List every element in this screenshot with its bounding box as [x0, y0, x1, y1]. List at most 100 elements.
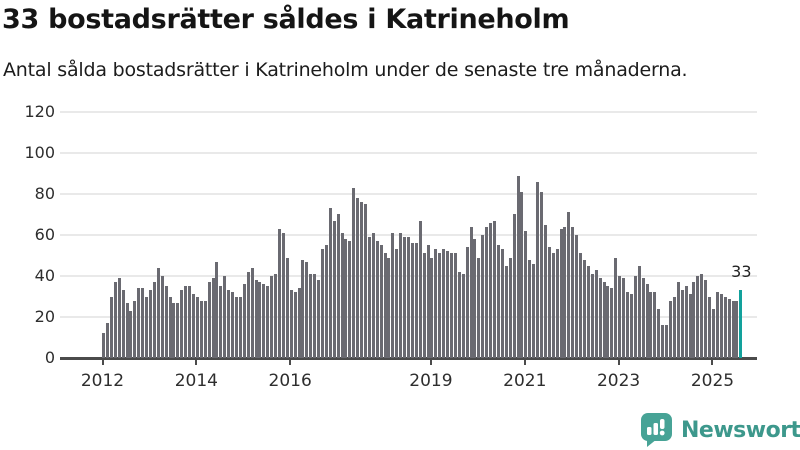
bar	[203, 301, 207, 358]
bar	[477, 258, 481, 358]
bar	[184, 286, 188, 358]
gridline	[60, 111, 757, 113]
bar	[708, 297, 712, 358]
bar	[594, 270, 598, 358]
bar	[426, 245, 430, 358]
bar	[305, 262, 309, 358]
bar	[367, 237, 371, 358]
bar	[508, 258, 512, 358]
bar	[418, 221, 422, 358]
bar	[622, 278, 625, 358]
bar	[191, 294, 195, 358]
bar	[629, 294, 633, 358]
bar	[633, 276, 637, 358]
bar	[512, 214, 516, 358]
bar	[407, 237, 410, 358]
bar	[688, 294, 692, 358]
newsworthy-logo-link[interactable]: Newsworthy	[640, 412, 800, 448]
bar	[704, 280, 708, 358]
bar	[156, 268, 160, 358]
x-axis-tick	[195, 360, 198, 365]
y-axis-label: 120	[24, 102, 55, 121]
x-axis-label: 2016	[268, 371, 312, 391]
bar	[266, 286, 270, 358]
bar	[231, 292, 234, 358]
x-axis-tick	[429, 360, 432, 365]
x-axis-label: 2012	[80, 371, 125, 391]
bar	[665, 325, 668, 358]
bar	[598, 278, 602, 358]
bar	[610, 288, 614, 358]
bar	[238, 297, 242, 358]
bar	[356, 198, 360, 358]
bar	[360, 202, 364, 358]
bar	[575, 235, 579, 358]
x-axis-tick	[289, 360, 292, 365]
bar	[641, 278, 645, 358]
bar	[188, 286, 191, 358]
y-axis-label: 80	[34, 184, 55, 203]
bar	[234, 297, 238, 358]
bar	[399, 233, 403, 358]
x-axis-label: 2014	[174, 371, 218, 391]
bar	[684, 286, 688, 358]
bar	[172, 303, 176, 358]
bar	[606, 286, 610, 358]
bar	[696, 276, 700, 358]
bar	[289, 290, 293, 358]
bar	[219, 286, 223, 358]
bar	[164, 286, 168, 358]
bar	[520, 192, 524, 358]
bar	[274, 274, 277, 358]
bar	[536, 182, 539, 358]
bar	[625, 292, 629, 358]
bar	[618, 276, 622, 358]
bar	[105, 323, 109, 358]
bar	[453, 253, 457, 358]
bar	[313, 274, 317, 358]
bar	[414, 243, 418, 358]
bar	[590, 274, 594, 358]
bar	[387, 258, 391, 358]
bar	[148, 290, 152, 358]
x-axis-tick	[711, 360, 714, 365]
bar	[528, 260, 532, 358]
bar	[493, 221, 496, 358]
bar	[113, 282, 117, 358]
newsworthy-brand-label: Newsworthy	[681, 417, 800, 443]
bar	[375, 241, 379, 358]
bar	[485, 227, 489, 358]
bar	[246, 272, 250, 358]
bar	[285, 258, 289, 358]
bar	[496, 245, 500, 358]
bar	[254, 280, 258, 358]
bar	[324, 245, 328, 358]
bar	[715, 292, 719, 358]
bar	[672, 297, 676, 358]
bar	[180, 290, 184, 358]
chart-title: 33 bostadsrätter såldes i Katrineholm	[2, 4, 570, 35]
bar	[129, 311, 133, 358]
bar	[301, 260, 305, 358]
x-axis-label: 2021	[503, 371, 547, 391]
bar	[649, 292, 653, 358]
bar	[133, 301, 137, 358]
x-axis-line	[60, 357, 757, 360]
x-axis-tick	[617, 360, 620, 365]
bar	[582, 260, 586, 358]
bar	[461, 274, 465, 358]
bar	[125, 303, 129, 358]
bar	[637, 266, 641, 358]
bar	[602, 282, 606, 358]
bar	[262, 284, 266, 358]
bar	[152, 282, 156, 358]
x-axis-label: 2019	[409, 371, 453, 391]
bar	[676, 282, 680, 358]
bar	[168, 297, 172, 358]
bar	[614, 258, 618, 358]
bar	[438, 253, 442, 358]
bar	[102, 333, 105, 358]
bar	[446, 251, 450, 358]
bar	[410, 243, 414, 358]
